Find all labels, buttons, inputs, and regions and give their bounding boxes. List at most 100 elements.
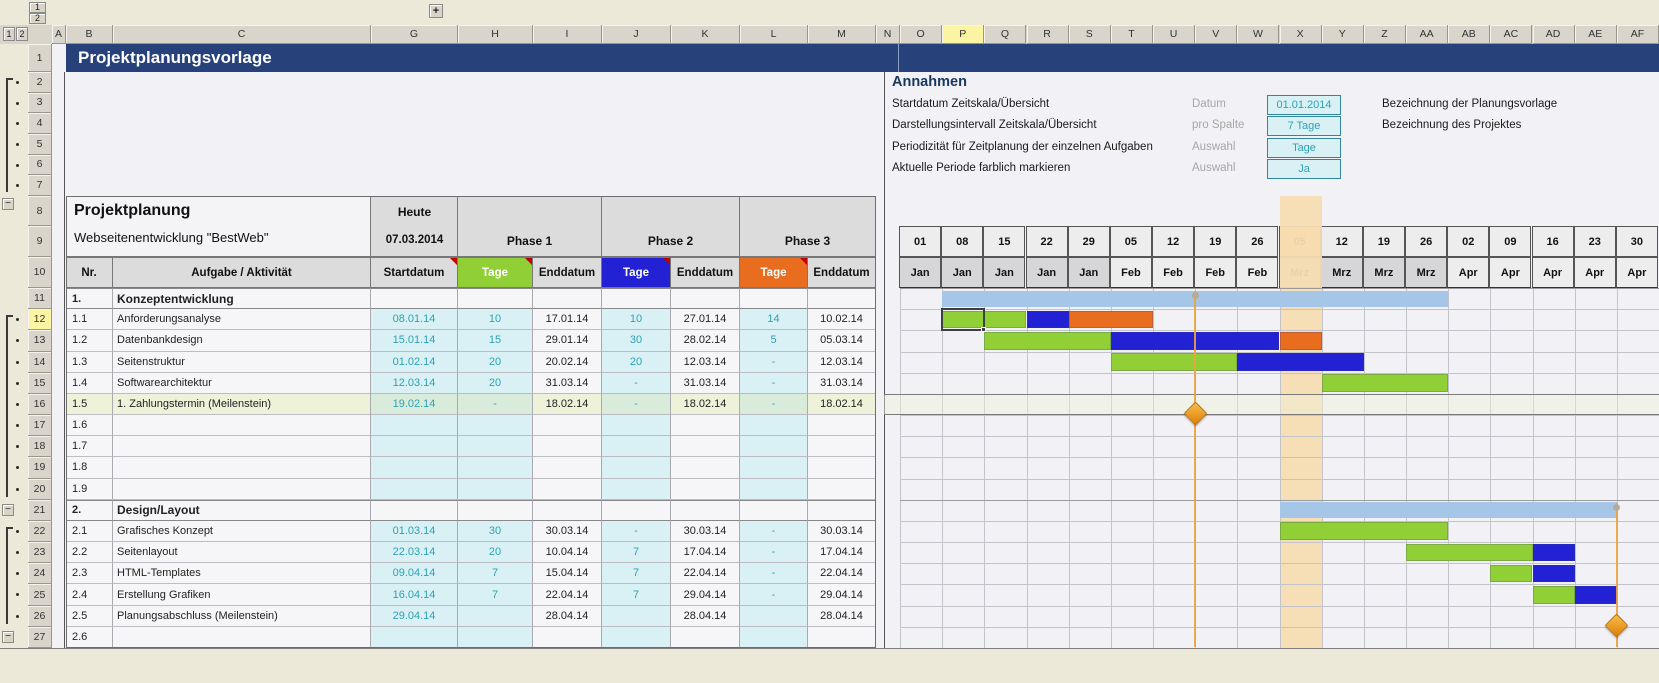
phase-header-1[interactable]: Phase 1 [458, 196, 602, 257]
gantt-week-header[interactable]: 08 [941, 226, 984, 257]
outline-row-level-1-button[interactable]: 1 [3, 27, 15, 41]
table-cell[interactable]: 2. [66, 499, 113, 521]
gantt-task-bar[interactable] [1532, 585, 1575, 604]
gantt-section-bar[interactable] [1279, 502, 1617, 519]
table-cell[interactable]: 1.8 [66, 457, 113, 479]
gantt-week-header[interactable]: 19 [1362, 226, 1405, 257]
gantt-week-header[interactable]: 12 [1152, 226, 1195, 257]
gantt-task-bar[interactable] [942, 310, 1027, 329]
row-header-27[interactable]: 27 [28, 626, 52, 648]
table-cell[interactable] [458, 605, 533, 627]
row-header-4[interactable]: 4 [28, 113, 52, 134]
table-cell[interactable]: 20 [458, 351, 533, 373]
row-header-9[interactable]: 9 [28, 226, 52, 257]
table-cell[interactable]: 18.02.14 [671, 393, 740, 416]
column-header-V[interactable]: V [1195, 25, 1238, 44]
table-cell[interactable]: HTML-Templates [113, 563, 371, 585]
table-cell[interactable] [602, 288, 671, 310]
table-header-enddatum[interactable]: Enddatum [808, 257, 876, 288]
table-cell[interactable]: 15 [458, 330, 533, 352]
table-cell[interactable] [113, 626, 371, 648]
table-cell[interactable] [740, 288, 808, 310]
table-cell[interactable] [113, 436, 371, 458]
gantt-month-header[interactable]: Feb [1152, 257, 1195, 288]
table-cell[interactable] [602, 415, 671, 437]
table-cell[interactable]: 10.04.14 [533, 542, 602, 564]
table-cell[interactable] [113, 415, 371, 437]
gantt-task-bar[interactable] [1532, 564, 1575, 583]
row-header-25[interactable]: 25 [28, 584, 52, 606]
table-cell[interactable]: 22.04.14 [808, 563, 876, 585]
table-cell[interactable]: 01.03.14 [371, 520, 458, 543]
table-cell[interactable]: 1. [66, 288, 113, 310]
column-header-O[interactable]: O [900, 25, 943, 44]
column-header-R[interactable]: R [1026, 25, 1069, 44]
table-cell[interactable]: - [740, 563, 808, 585]
row-header-18[interactable]: 18 [28, 436, 52, 458]
table-cell[interactable]: 29.04.14 [671, 584, 740, 606]
table-cell[interactable]: 31.03.14 [808, 372, 876, 394]
gantt-month-header[interactable]: Apr [1573, 257, 1616, 288]
table-cell[interactable] [458, 415, 533, 437]
table-cell[interactable]: 2.6 [66, 626, 113, 648]
table-cell[interactable]: 7 [602, 542, 671, 564]
column-header-I[interactable]: I [533, 25, 602, 44]
table-cell[interactable] [740, 605, 808, 627]
row-header-12[interactable]: 12 [28, 309, 52, 331]
table-cell[interactable]: 20.02.14 [533, 351, 602, 373]
table-cell[interactable] [371, 626, 458, 648]
table-cell[interactable]: 31.03.14 [533, 372, 602, 394]
table-cell[interactable]: 30.03.14 [533, 520, 602, 543]
gantt-month-header[interactable]: Apr [1615, 257, 1658, 288]
column-header-X[interactable]: X [1279, 25, 1322, 44]
table-cell[interactable]: 15.01.14 [371, 330, 458, 352]
column-header-Y[interactable]: Y [1321, 25, 1364, 44]
table-cell[interactable]: Seitenstruktur [113, 351, 371, 373]
gantt-week-header[interactable]: 02 [1447, 226, 1490, 257]
column-header-C[interactable]: C [113, 25, 371, 44]
table-cell[interactable]: 12.03.14 [671, 351, 740, 373]
annahmen-value-input[interactable]: Ja [1267, 158, 1341, 179]
table-cell[interactable] [740, 457, 808, 479]
row-header-21[interactable]: 21 [28, 499, 52, 521]
table-cell[interactable] [808, 478, 876, 500]
table-cell[interactable]: - [602, 372, 671, 394]
column-header-B[interactable]: B [66, 25, 113, 44]
gantt-task-bar[interactable] [1321, 374, 1449, 392]
table-header-enddatum[interactable]: Enddatum [533, 257, 602, 288]
table-cell[interactable] [458, 457, 533, 479]
table-cell[interactable] [671, 499, 740, 521]
table-cell[interactable]: 05.03.14 [808, 330, 876, 352]
table-cell[interactable]: 1.1 [66, 309, 113, 331]
gantt-month-header[interactable]: Mrz [1362, 257, 1405, 288]
row-header-8[interactable]: 8 [28, 196, 52, 226]
gantt-task-bar[interactable] [1279, 331, 1322, 350]
row-header-5[interactable]: 5 [28, 134, 52, 155]
table-cell[interactable] [458, 478, 533, 500]
gantt-week-header[interactable]: 09 [1489, 226, 1532, 257]
gantt-week-header[interactable]: 23 [1573, 226, 1616, 257]
row-header-24[interactable]: 24 [28, 563, 52, 585]
table-cell[interactable]: 20 [602, 351, 671, 373]
column-header-S[interactable]: S [1068, 25, 1111, 44]
table-cell[interactable] [740, 436, 808, 458]
table-cell[interactable] [740, 478, 808, 500]
table-header-tage[interactable]: Tage [602, 257, 671, 288]
table-header-tage[interactable]: Tage [458, 257, 533, 288]
table-cell[interactable] [458, 499, 533, 521]
table-cell[interactable]: - [458, 393, 533, 416]
column-header-L[interactable]: L [740, 25, 808, 44]
gantt-week-header[interactable]: 01 [899, 226, 942, 257]
table-header-aufgabeaktivitt[interactable]: Aufgabe / Aktivität [113, 257, 371, 288]
table-cell[interactable]: 08.01.14 [371, 309, 458, 331]
table-cell[interactable] [113, 457, 371, 479]
row-header-17[interactable]: 17 [28, 415, 52, 437]
column-header-T[interactable]: T [1110, 25, 1153, 44]
table-cell[interactable]: 18.02.14 [808, 393, 876, 416]
table-cell[interactable]: 7 [458, 584, 533, 606]
column-header-U[interactable]: U [1153, 25, 1196, 44]
table-cell[interactable] [602, 605, 671, 627]
table-cell[interactable]: 12.03.14 [808, 351, 876, 373]
table-cell[interactable] [371, 288, 458, 310]
row-header-22[interactable]: 22 [28, 520, 52, 543]
